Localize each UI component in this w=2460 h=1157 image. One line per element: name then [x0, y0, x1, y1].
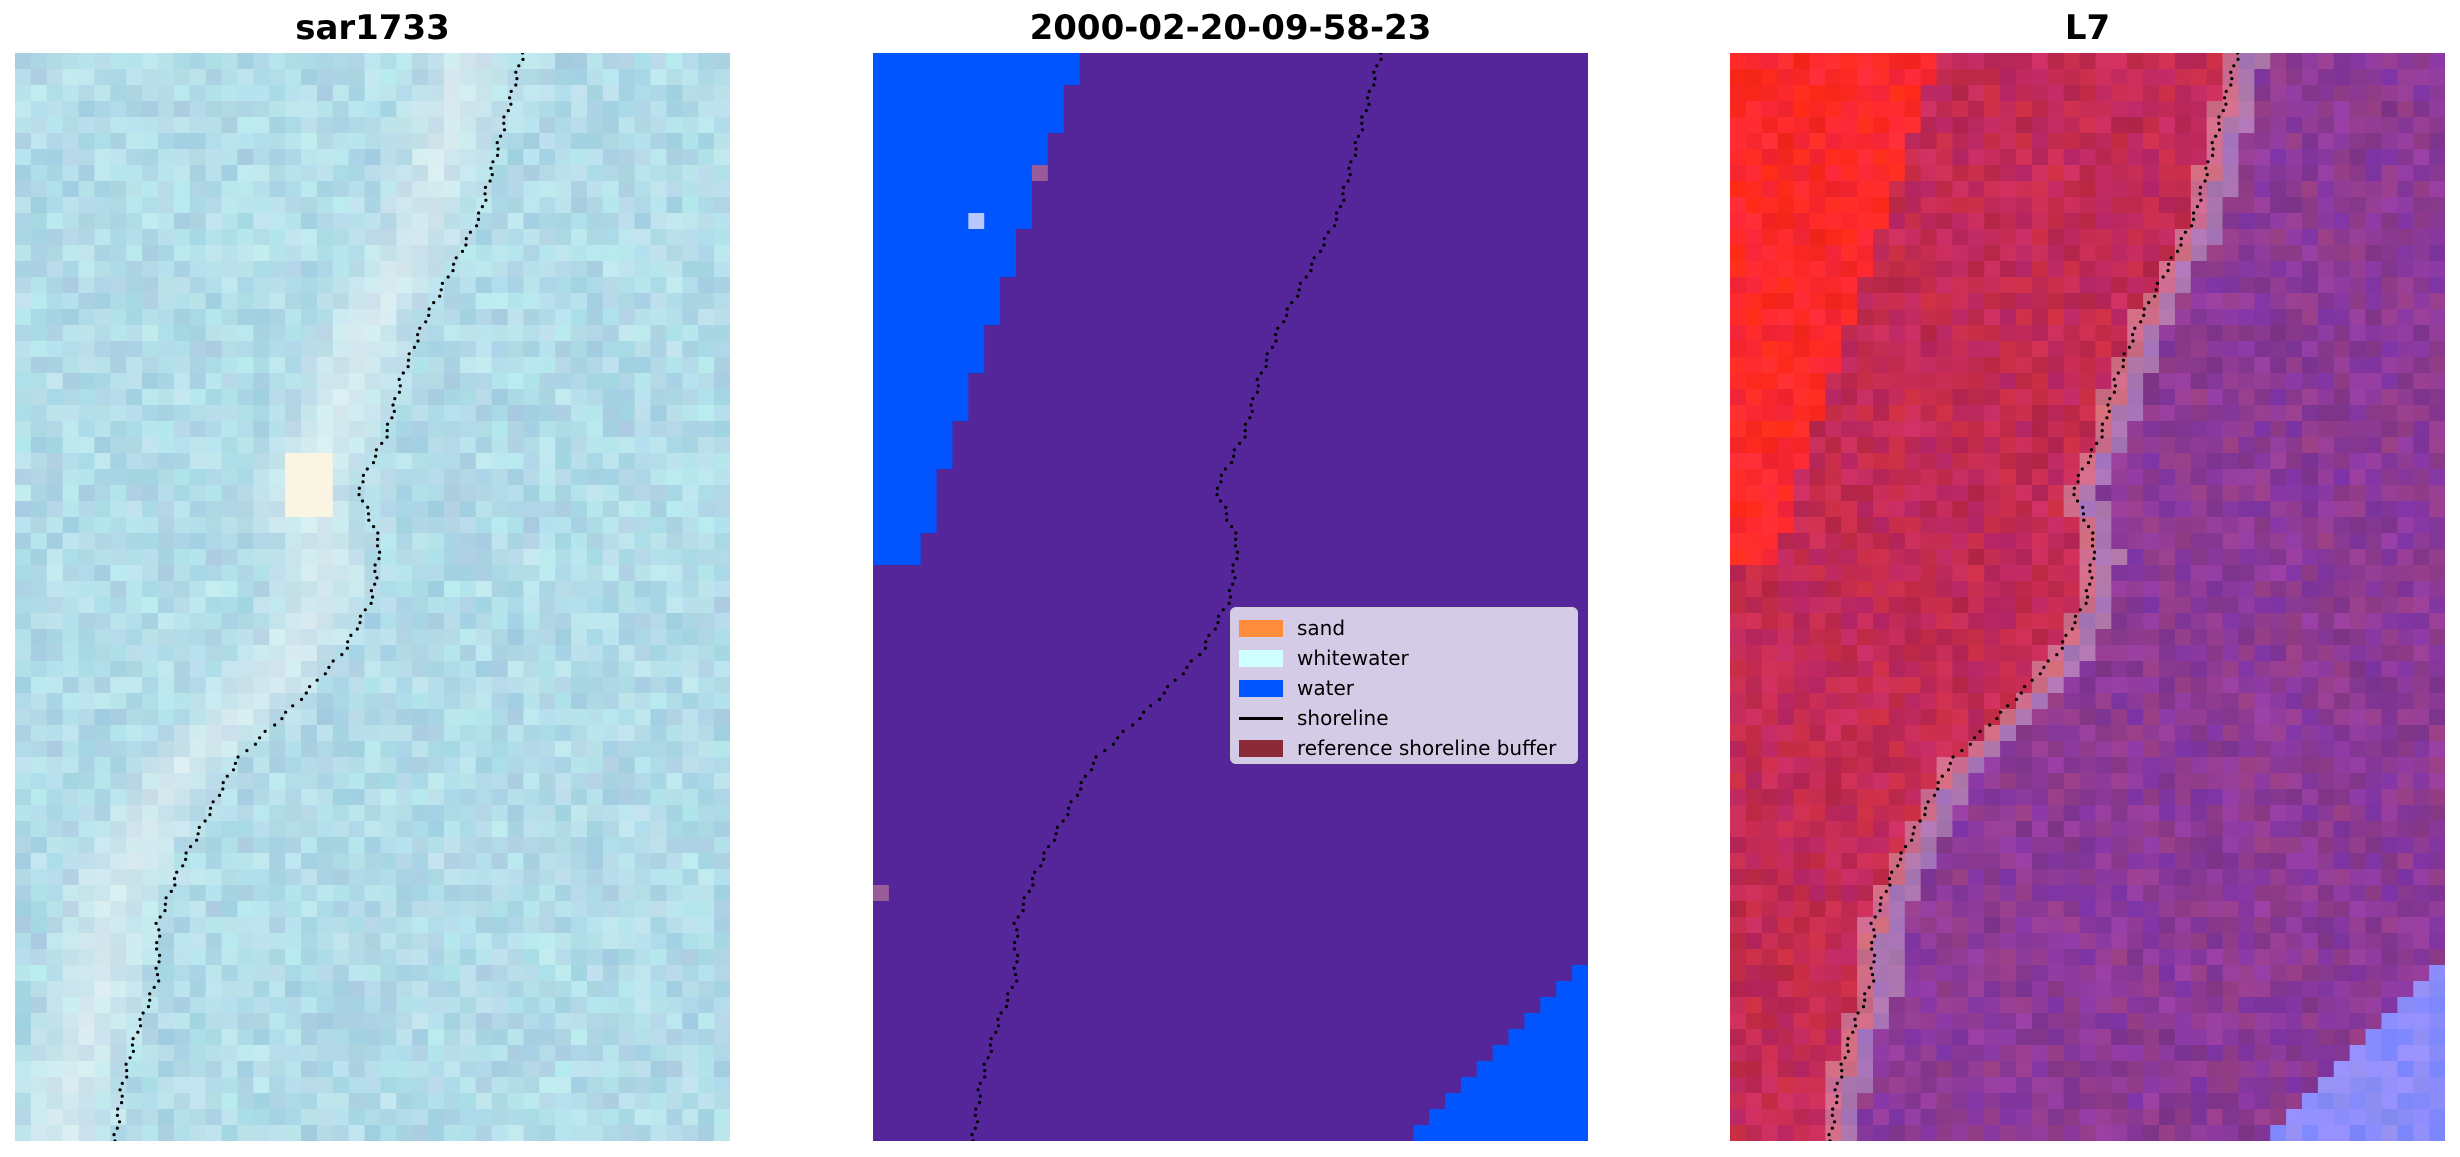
shoreline-dots: [1827, 53, 2240, 1141]
legend-swatch-water: [1239, 679, 1283, 697]
panel-rgb-image: sar1733: [15, 0, 730, 1157]
legend-swatch-whitewater: [1239, 649, 1283, 667]
legend-item-shoreline: shoreline: [1239, 703, 1569, 733]
panel-l7-index: L7: [1730, 0, 2445, 1157]
legend-item-water: water: [1239, 673, 1569, 703]
panel-title: sar1733: [295, 8, 450, 48]
rgb-satellite-image: [15, 53, 730, 1141]
legend-label: water: [1297, 676, 1354, 700]
legend-label: sand: [1297, 616, 1346, 640]
shoreline-dots: [970, 53, 1383, 1141]
legend: sand whitewater water shoreline referenc…: [1230, 607, 1578, 764]
legend-item-whitewater: whitewater: [1239, 643, 1569, 673]
legend-swatch-sand: [1239, 619, 1283, 637]
legend-swatch-reference-buffer: [1239, 739, 1283, 757]
legend-item-reference-buffer: reference shoreline buffer: [1239, 733, 1569, 763]
panel-title: L7: [2064, 8, 2111, 48]
legend-label: whitewater: [1297, 646, 1409, 670]
legend-item-sand: sand: [1239, 613, 1569, 643]
l7-index-image: [1730, 53, 2445, 1141]
classification-map: [873, 53, 1588, 1141]
legend-swatch-shoreline: [1239, 716, 1283, 720]
legend-label: reference shoreline buffer: [1297, 736, 1557, 760]
shoreline-dots: [112, 53, 525, 1141]
legend-label: shoreline: [1297, 706, 1389, 730]
panel-title: 2000-02-20-09-58-23: [1029, 8, 1432, 48]
panel-classification: 2000-02-20-09-58-23: [873, 0, 1588, 1157]
